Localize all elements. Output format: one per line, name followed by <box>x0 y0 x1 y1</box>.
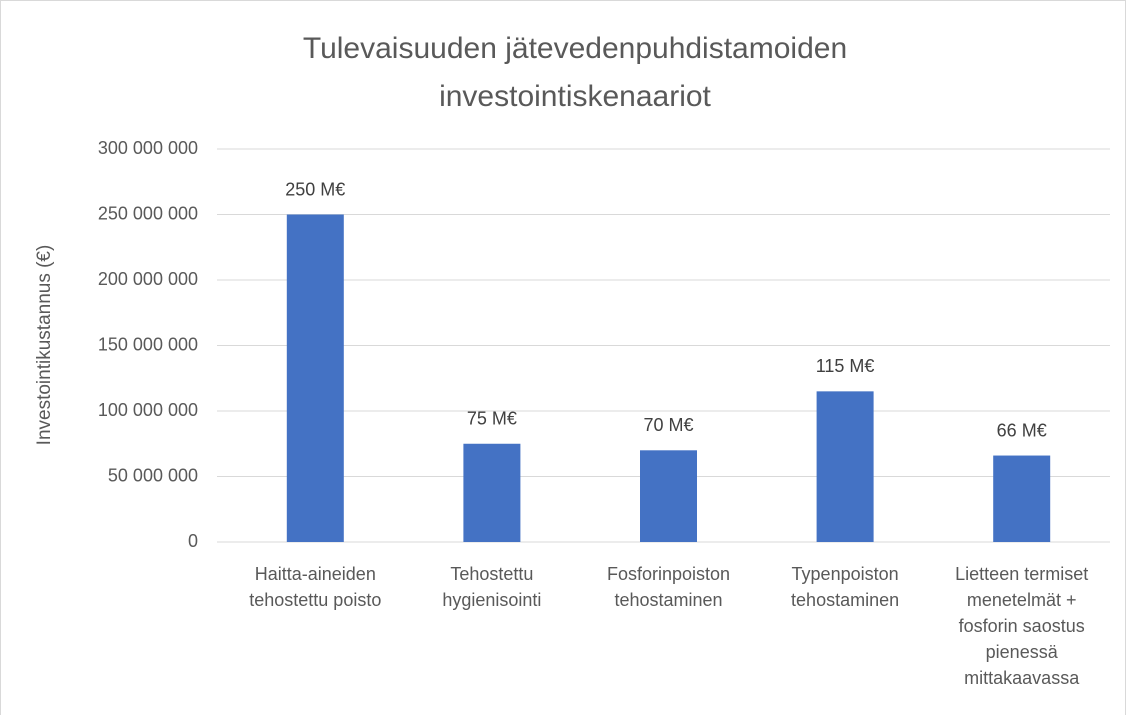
y-tick-label: 300 000 000 <box>98 138 198 158</box>
x-tick-label: fosforin saostus <box>959 616 1085 636</box>
bar <box>286 214 344 542</box>
x-tick-label: pienessä <box>986 642 1059 662</box>
y-tick-label: 0 <box>188 531 198 551</box>
data-label: 66 M€ <box>997 420 1047 440</box>
bar <box>640 450 697 542</box>
data-label: 115 M€ <box>816 356 875 376</box>
x-tick-label: Tehostettu <box>450 564 533 584</box>
x-tick-label: mittakaavassa <box>964 668 1080 688</box>
bar <box>463 443 521 542</box>
y-tick-label: 200 000 000 <box>98 269 198 289</box>
x-tick-label: Lietteen termiset <box>955 564 1088 584</box>
data-label: 250 M€ <box>285 179 345 199</box>
x-tick-label: Fosforinpoiston <box>607 564 730 584</box>
x-tick-label: hygienisointi <box>442 590 541 610</box>
y-axis-label: Investointikustannus (€) <box>34 245 55 446</box>
y-tick-label: 50 000 000 <box>108 465 198 485</box>
bar <box>816 391 874 542</box>
x-tick-label: Typenpoiston <box>792 564 899 584</box>
x-tick-label: menetelmät + <box>967 590 1077 610</box>
x-tick-label: tehostettu poisto <box>249 590 381 610</box>
data-label: 75 M€ <box>467 409 517 429</box>
y-tick-label: 150 000 000 <box>98 334 198 354</box>
data-label: 70 M€ <box>643 415 693 435</box>
chart-title: Tulevaisuuden jätevedenpuhdistamoiden <box>303 32 847 65</box>
chart-title: investointiskenaariot <box>439 80 711 113</box>
bar <box>993 455 1051 542</box>
x-tick-label: tehostaminen <box>791 590 899 610</box>
x-tick-label: tehostaminen <box>614 590 722 610</box>
y-tick-label: 250 000 000 <box>98 203 198 223</box>
x-tick-label: Haitta-aineiden <box>255 564 376 584</box>
y-tick-label: 100 000 000 <box>98 400 198 420</box>
